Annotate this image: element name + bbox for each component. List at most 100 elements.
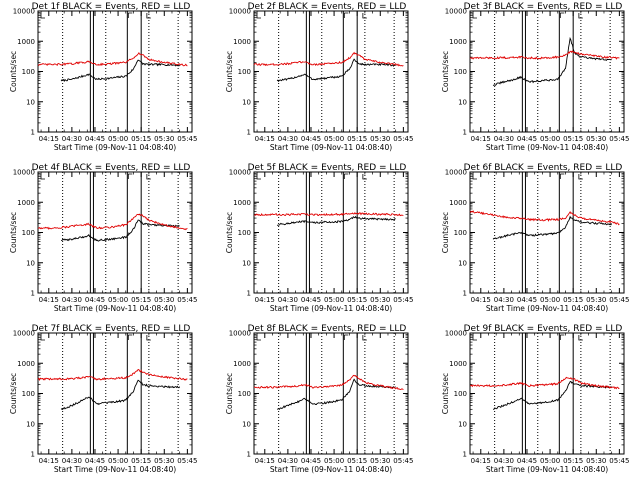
end-marker-icon [146,13,151,19]
chart-title: Det 6f BLACK = Events, RED = LLD [464,163,623,173]
flare-marker-icon [559,173,565,179]
x-tick-label: 04:45 [517,135,537,143]
chart-panel-9: Det 9f BLACK = Events, RED = LLD 1 10 100 10… [441,324,629,474]
end-marker-icon [578,13,583,19]
lld-series-line [469,376,620,390]
y-axis-label: Counts/sec [9,212,18,253]
y-tick-label: 1 [31,129,35,137]
y-tick-label: 100 [22,229,35,237]
events-series-line [276,378,396,410]
y-tick-label: 10000 [13,8,35,16]
start-marker-icon [256,13,261,19]
x-tick-label: 05:15 [131,296,151,304]
x-tick-label: 05:15 [347,135,367,143]
plot-frame [253,171,409,294]
flare-marker-icon [343,173,349,179]
y-tick-label: 10000 [445,169,467,177]
chart-panel-2: Det 2f BLACK = Events, RED = LLD 1 10 100 10… [225,2,413,152]
y-tick-label: 1000 [449,360,467,368]
x-tick-label: 05:30 [586,135,606,143]
y-tick-label: 100 [22,68,35,76]
start-marker-icon [256,174,261,180]
x-tick-label: 05:15 [347,296,367,304]
events-series-line [60,379,181,411]
y-tick-label: 100 [454,229,467,237]
chart-title: Det 5f BLACK = Events, RED = LLD [248,163,407,173]
x-tick-label: 04:45 [517,296,537,304]
x-tick-label: 05:45 [609,296,629,304]
flare-marker-icon [127,334,133,340]
x-axis-label: Start Time (09-Nov-11 04:08:40) [486,143,608,152]
flare-marker-icon [127,173,133,179]
x-tick-label: 05:30 [370,457,390,465]
plot-frame [37,10,193,133]
x-tick-label: 05:15 [347,457,367,465]
lld-series-line [37,52,188,67]
plot-frame [253,332,409,455]
x-tick-label: 05:30 [586,296,606,304]
events-series-line [276,58,396,83]
x-tick-label: 05:15 [131,457,151,465]
x-tick-label: 04:45 [85,135,105,143]
x-tick-label: 04:30 [62,457,82,465]
chart-title: Det 4f BLACK = Events, RED = LLD [32,163,191,173]
y-tick-label: 10 [26,420,35,428]
x-tick-label: 04:45 [517,457,537,465]
y-axis-label: Counts/sec [225,373,234,414]
chart-panel-8: Det 8f BLACK = Events, RED = LLD 1 10 100 10… [225,324,413,474]
y-tick-label: 1000 [17,38,35,46]
x-tick-label: 05:45 [393,457,413,465]
x-axis-label: Start Time (09-Nov-11 04:08:40) [54,143,176,152]
x-axis-label: Start Time (09-Nov-11 04:08:40) [486,465,608,474]
y-tick-label: 1000 [233,199,251,207]
y-tick-label: 10000 [13,169,35,177]
y-tick-label: 10000 [229,169,251,177]
x-tick-label: 04:15 [39,457,59,465]
chart-title: Det 9f BLACK = Events, RED = LLD [464,324,623,334]
x-tick-label: 05:00 [540,457,560,465]
y-tick-label: 10 [242,259,251,267]
x-tick-label: 04:15 [471,457,491,465]
x-tick-label: 04:30 [278,296,298,304]
x-tick-label: 04:30 [494,457,514,465]
start-marker-icon [40,13,45,19]
lld-series-line [469,50,620,60]
y-tick-label: 1 [463,290,467,298]
end-marker-icon [146,174,151,180]
x-tick-label: 05:00 [540,296,560,304]
plot-frame [37,332,193,455]
x-tick-label: 04:30 [494,296,514,304]
plot-frame [469,171,625,294]
x-tick-label: 04:45 [85,296,105,304]
x-tick-label: 04:15 [255,296,275,304]
x-tick-label: 05:15 [131,135,151,143]
y-tick-label: 100 [454,68,467,76]
y-tick-label: 10 [242,420,251,428]
x-tick-label: 05:15 [563,457,583,465]
x-tick-label: 04:45 [85,457,105,465]
y-tick-label: 100 [238,390,251,398]
plot-frame [37,171,193,294]
x-tick-label: 05:00 [324,135,344,143]
y-tick-label: 10000 [13,330,35,338]
x-tick-label: 05:30 [370,135,390,143]
y-tick-label: 1 [247,129,251,137]
x-tick-label: 05:00 [324,457,344,465]
x-tick-label: 05:45 [609,135,629,143]
start-marker-icon [472,13,477,19]
y-tick-label: 1000 [449,199,467,207]
chart-panel-4: Det 4f BLACK = Events, RED = LLD 1 10 100 10… [9,163,197,313]
y-tick-label: 10000 [445,330,467,338]
x-axis-label: Start Time (09-Nov-11 04:08:40) [270,465,392,474]
flare-marker-icon [127,12,133,18]
y-tick-label: 10 [458,259,467,267]
events-series-line [492,380,612,410]
x-tick-label: 04:45 [301,135,321,143]
chart-panel-7: Det 7f BLACK = Events, RED = LLD 1 10 100 10… [9,324,197,474]
y-tick-label: 1 [247,451,251,459]
flare-marker-icon [559,334,565,340]
x-tick-label: 05:45 [177,135,197,143]
chart-title: Det 3f BLACK = Events, RED = LLD [464,2,623,12]
flare-marker-icon [343,12,349,18]
